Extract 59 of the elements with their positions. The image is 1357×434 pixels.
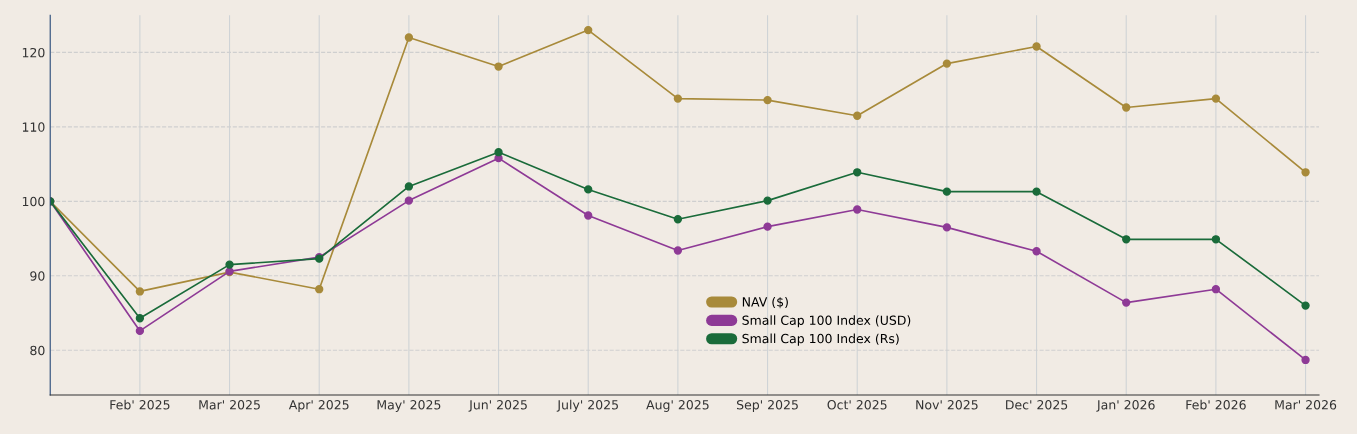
point xyxy=(494,148,503,157)
y-tick-label: 80 xyxy=(30,345,45,356)
point xyxy=(315,285,324,294)
point xyxy=(584,211,593,220)
point xyxy=(404,182,414,191)
point xyxy=(494,62,503,71)
x-tick-label: Sep' 2025 xyxy=(736,400,798,412)
point xyxy=(1122,103,1131,112)
x-tick-label: Nov' 2025 xyxy=(916,400,978,410)
point xyxy=(225,260,234,269)
y-tick-label: 110 xyxy=(22,122,45,132)
point xyxy=(1301,355,1310,365)
legend-label: Small Cap 100 Index (USD) xyxy=(742,315,911,328)
y-tick-label: 120 xyxy=(22,47,45,58)
point xyxy=(584,185,593,194)
point xyxy=(135,314,145,323)
point xyxy=(763,95,772,105)
point xyxy=(135,287,145,296)
point xyxy=(1032,187,1041,196)
point xyxy=(942,187,952,196)
x-tick-label: Oct' 2025 xyxy=(827,400,887,410)
x-tick-label: Dec' 2025 xyxy=(1006,400,1068,410)
y-tick-label: 100 xyxy=(22,196,45,207)
x-tick-label: Mar' 2025 xyxy=(199,400,260,410)
point xyxy=(853,205,862,214)
point xyxy=(135,326,145,336)
point xyxy=(1301,301,1310,310)
x-tick-label: Jan' 2026 xyxy=(1096,400,1155,412)
x-tick-label: Apr' 2025 xyxy=(288,400,349,412)
point xyxy=(853,111,862,120)
point xyxy=(763,196,772,205)
point xyxy=(1211,285,1221,294)
legend-label: NAV ($) xyxy=(742,296,788,309)
point xyxy=(942,59,952,68)
point xyxy=(1301,168,1310,177)
x-tick-label: Feb' 2025 xyxy=(110,399,170,410)
x-tick-label: July' 2025 xyxy=(556,399,618,412)
point xyxy=(673,94,683,103)
point xyxy=(673,215,683,224)
point xyxy=(1211,94,1221,103)
x-tick-label: Jun' 2025 xyxy=(468,400,527,412)
x-tick-label: May' 2025 xyxy=(377,400,441,412)
point xyxy=(404,33,414,42)
point xyxy=(853,168,862,177)
point xyxy=(1032,247,1041,256)
point xyxy=(404,196,414,205)
point xyxy=(1211,235,1221,244)
point xyxy=(1122,235,1131,244)
x-tick-label: Aug' 2025 xyxy=(646,400,709,412)
point xyxy=(1032,42,1041,51)
point xyxy=(763,222,772,231)
point xyxy=(942,223,952,232)
legend-label: Small Cap 100 Index (Rs) xyxy=(742,333,899,346)
x-tick-label: Mar' 2026 xyxy=(1275,400,1337,410)
point xyxy=(673,246,683,255)
x-tick-label: Feb' 2026 xyxy=(1186,399,1246,410)
y-tick-label: 90 xyxy=(30,271,45,281)
point xyxy=(584,25,593,35)
point xyxy=(1122,298,1131,307)
